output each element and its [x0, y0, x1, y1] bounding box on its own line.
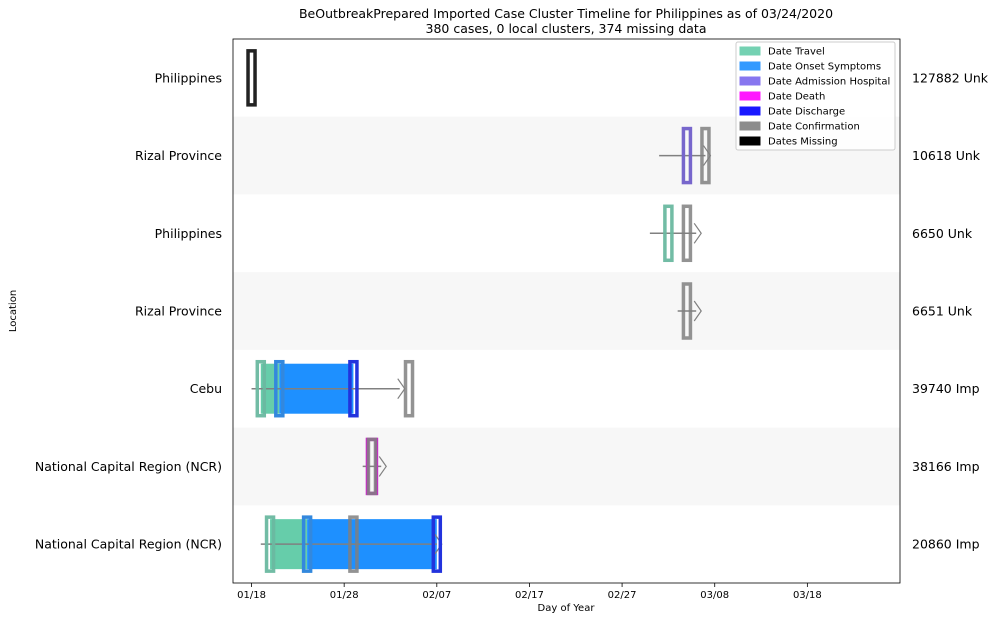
legend-label: Date Confirmation — [768, 122, 860, 133]
y-tick-label: Rizal Province — [135, 148, 222, 163]
x-axis-label: Day of Year — [538, 603, 596, 614]
legend-label: Date Travel — [768, 47, 825, 58]
y-tick-label: Philippines — [155, 226, 222, 241]
marker-onset — [274, 359, 285, 418]
row-band — [233, 272, 900, 350]
legend-entry: Date Confirmation — [739, 121, 860, 133]
timeline-row — [677, 282, 702, 340]
x-tick-label: 02/17 — [515, 590, 544, 601]
timeline-row — [649, 204, 702, 263]
case-label: 10618 Unk — [912, 148, 981, 163]
legend-entry: Date Travel — [739, 46, 825, 58]
marker-confirmation — [700, 126, 711, 185]
row-band — [233, 427, 900, 506]
legend-swatch — [739, 91, 761, 101]
marker-confirmation — [348, 515, 359, 573]
timeline-arrow — [378, 456, 387, 477]
y-tick-label: National Capital Region (NCR) — [35, 459, 222, 474]
legend-label: Date Discharge — [768, 107, 845, 118]
case-labels: 127882 Unk 10618 Unk 6650 Unk 6651 Unk 39740… — [912, 70, 989, 551]
legend-entry: Date Discharge — [739, 106, 845, 118]
marker-travel — [663, 204, 674, 263]
legend-swatch — [739, 106, 761, 116]
timeline-row — [659, 126, 712, 185]
timeline-row — [260, 515, 443, 573]
chart-subtitle: 380 cases, 0 local clusters, 374 missing… — [426, 21, 707, 36]
marker-onset — [301, 515, 313, 573]
legend-swatch — [739, 76, 761, 86]
case-label: 38166 Imp — [912, 459, 980, 474]
x-tick-label: 03/18 — [793, 590, 822, 601]
legend-swatch — [739, 46, 761, 56]
marker-discharge — [348, 359, 359, 418]
y-tick-label: Rizal Province — [135, 304, 222, 319]
marker-missing — [246, 49, 257, 107]
x-tick-label: 02/27 — [608, 590, 637, 601]
legend-entry: Dates Missing — [739, 136, 838, 148]
chart-title: BeOutbreakPrepared Imported Case Cluster… — [299, 6, 833, 21]
marker-travel — [255, 359, 267, 418]
timeline-arrow — [693, 222, 702, 244]
x-tick-label: 03/08 — [700, 590, 729, 601]
legend-box — [735, 41, 896, 151]
case-label: 39740 Imp — [912, 381, 980, 396]
plot-frame — [232, 38, 901, 584]
timeline-row — [251, 359, 415, 418]
y-axis-labels: Philippines Rizal Province Philippines Riza… — [35, 70, 222, 551]
x-axis: 01/18 01/28 02/07 02/17 02/27 03/08 03/18 — [237, 583, 822, 601]
case-label: 20860 Imp — [912, 537, 980, 552]
case-label: 127882 Unk — [912, 70, 989, 85]
legend: Date Travel Date Onset Symptoms Date Admis… — [735, 41, 896, 151]
y-axis-label: Location — [8, 290, 19, 332]
y-tick-label: Philippines — [155, 70, 222, 85]
x-tick-label: 01/18 — [237, 590, 266, 601]
legend-label: Dates Missing — [768, 137, 838, 148]
legend-label: Date Death — [768, 92, 825, 103]
timeline-rows — [246, 49, 712, 573]
timeline-arrow — [693, 300, 702, 322]
legend-swatch — [739, 136, 761, 146]
timeline-row — [362, 437, 387, 496]
row-bands — [233, 116, 900, 506]
case-label: 6651 Unk — [912, 304, 973, 319]
marker-confirmation — [403, 359, 415, 418]
x-tick-label: 01/28 — [330, 590, 359, 601]
legend-entry: Date Onset Symptoms — [739, 61, 881, 73]
y-tick-label: Cebu — [190, 381, 222, 396]
marker-confirmation — [681, 204, 693, 263]
case-label: 6650 Unk — [912, 226, 973, 241]
marker-travel — [264, 515, 276, 573]
legend-label: Date Admission Hospital — [768, 77, 890, 88]
marker-admission — [681, 126, 693, 185]
x-tick-label: 02/07 — [422, 590, 451, 601]
legend-entry: Date Death — [739, 91, 825, 103]
legend-label: Date Onset Symptoms — [768, 62, 881, 73]
legend-swatch — [739, 121, 761, 131]
y-tick-label: National Capital Region (NCR) — [35, 537, 222, 552]
legend-swatch — [739, 61, 761, 71]
legend-entry: Date Admission Hospital — [739, 76, 890, 88]
marker-confirmation — [366, 437, 378, 496]
marker-discharge — [431, 515, 443, 573]
marker-confirmation — [681, 282, 693, 340]
timeline-row — [246, 49, 257, 107]
